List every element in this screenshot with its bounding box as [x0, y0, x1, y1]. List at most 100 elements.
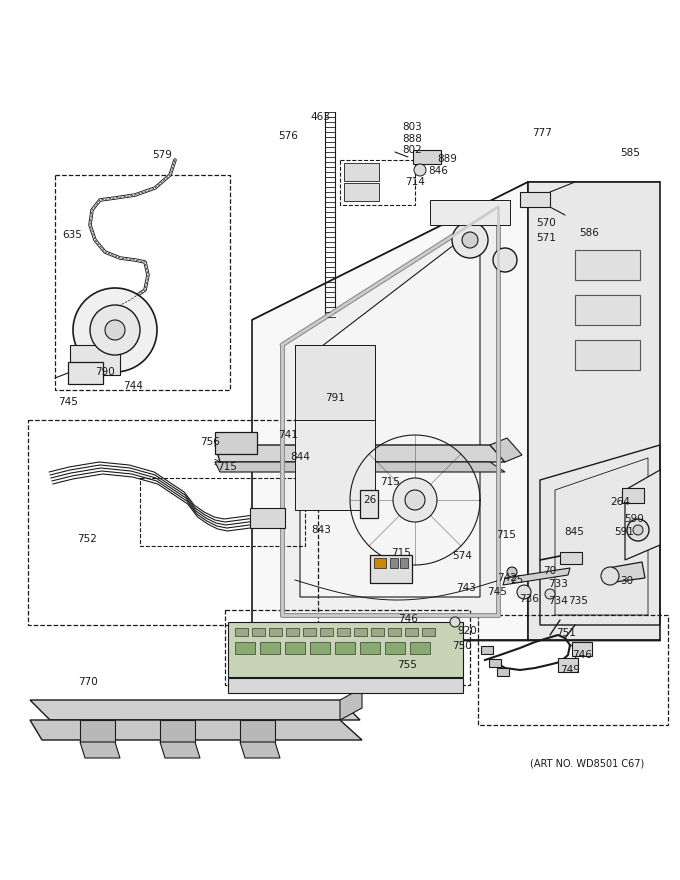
Bar	[572, 642, 592, 656]
Circle shape	[414, 164, 426, 176]
Bar	[235, 642, 255, 654]
Text: 791: 791	[325, 393, 345, 403]
Text: 570: 570	[536, 218, 556, 228]
Bar	[68, 362, 103, 384]
Polygon shape	[240, 742, 280, 758]
Bar	[303, 628, 316, 636]
Text: 591: 591	[614, 527, 634, 537]
Bar	[410, 642, 430, 654]
Text: 751: 751	[556, 628, 576, 638]
Circle shape	[507, 567, 517, 577]
Bar	[374, 558, 386, 568]
Text: 585: 585	[620, 148, 640, 158]
Text: 889: 889	[437, 154, 457, 164]
Bar	[354, 628, 367, 636]
Bar	[252, 628, 265, 636]
Bar	[390, 558, 398, 568]
Polygon shape	[481, 646, 493, 654]
Text: 70: 70	[543, 566, 556, 576]
Bar	[70, 345, 120, 375]
Polygon shape	[160, 720, 195, 742]
Polygon shape	[528, 182, 660, 640]
Polygon shape	[625, 470, 660, 560]
Bar	[225, 610, 470, 685]
Polygon shape	[215, 445, 505, 462]
Text: 777: 777	[532, 128, 552, 138]
Polygon shape	[252, 182, 528, 640]
Circle shape	[493, 248, 517, 272]
Bar	[250, 508, 285, 528]
Bar	[575, 340, 640, 370]
Text: 920: 920	[457, 626, 477, 636]
Bar	[478, 615, 668, 725]
Text: 714: 714	[405, 177, 425, 187]
Polygon shape	[80, 720, 115, 742]
Text: 743: 743	[456, 583, 476, 593]
Text: 715: 715	[496, 530, 516, 540]
Text: 755: 755	[397, 660, 417, 670]
Circle shape	[627, 519, 649, 541]
Bar	[295, 345, 375, 420]
Text: 635: 635	[62, 230, 82, 240]
Bar	[422, 628, 435, 636]
Text: 888: 888	[402, 134, 422, 144]
Polygon shape	[490, 438, 522, 462]
Text: 845: 845	[564, 527, 584, 537]
Text: 574: 574	[452, 551, 472, 561]
Bar	[344, 183, 379, 201]
Circle shape	[633, 525, 643, 535]
Polygon shape	[240, 720, 275, 742]
Bar	[28, 420, 318, 625]
Bar	[320, 628, 333, 636]
Text: 803: 803	[402, 122, 422, 132]
Circle shape	[452, 222, 488, 258]
Polygon shape	[300, 225, 480, 597]
Circle shape	[73, 288, 157, 372]
Circle shape	[517, 585, 531, 599]
Text: 26: 26	[363, 495, 376, 505]
Polygon shape	[503, 568, 570, 585]
Text: 752: 752	[77, 534, 97, 544]
Text: 756: 756	[200, 437, 220, 447]
Bar	[360, 490, 378, 518]
Circle shape	[105, 320, 125, 340]
Bar	[344, 163, 379, 181]
Circle shape	[405, 490, 425, 510]
Bar	[520, 192, 550, 207]
Polygon shape	[489, 659, 501, 667]
Text: 25: 25	[510, 575, 523, 585]
Text: 741: 741	[278, 430, 298, 440]
Bar	[371, 628, 384, 636]
Circle shape	[450, 617, 460, 627]
Polygon shape	[340, 688, 362, 720]
Bar	[295, 345, 375, 510]
Bar	[558, 658, 578, 672]
Text: 846: 846	[428, 166, 448, 176]
Bar	[388, 628, 401, 636]
Bar	[55, 175, 230, 390]
Bar	[140, 478, 305, 546]
Bar	[215, 432, 257, 454]
Bar	[337, 628, 350, 636]
Bar	[575, 295, 640, 325]
Bar	[430, 200, 510, 225]
Text: 745: 745	[58, 397, 78, 407]
Text: 590: 590	[624, 514, 644, 524]
Bar	[575, 250, 640, 280]
Text: 770: 770	[78, 677, 98, 687]
Text: 802: 802	[402, 145, 422, 155]
Bar	[228, 678, 463, 693]
Circle shape	[90, 305, 140, 355]
Text: 744: 744	[123, 381, 143, 391]
Bar	[235, 628, 248, 636]
Bar	[285, 642, 305, 654]
Text: 734: 734	[548, 596, 568, 606]
Bar	[340, 160, 415, 205]
Text: 750: 750	[452, 641, 472, 651]
Text: 715: 715	[380, 477, 400, 487]
Text: 571: 571	[536, 233, 556, 243]
Bar	[269, 628, 282, 636]
Bar	[385, 642, 405, 654]
Circle shape	[393, 478, 437, 522]
Text: (ART NO. WD8501 C67): (ART NO. WD8501 C67)	[530, 758, 644, 768]
